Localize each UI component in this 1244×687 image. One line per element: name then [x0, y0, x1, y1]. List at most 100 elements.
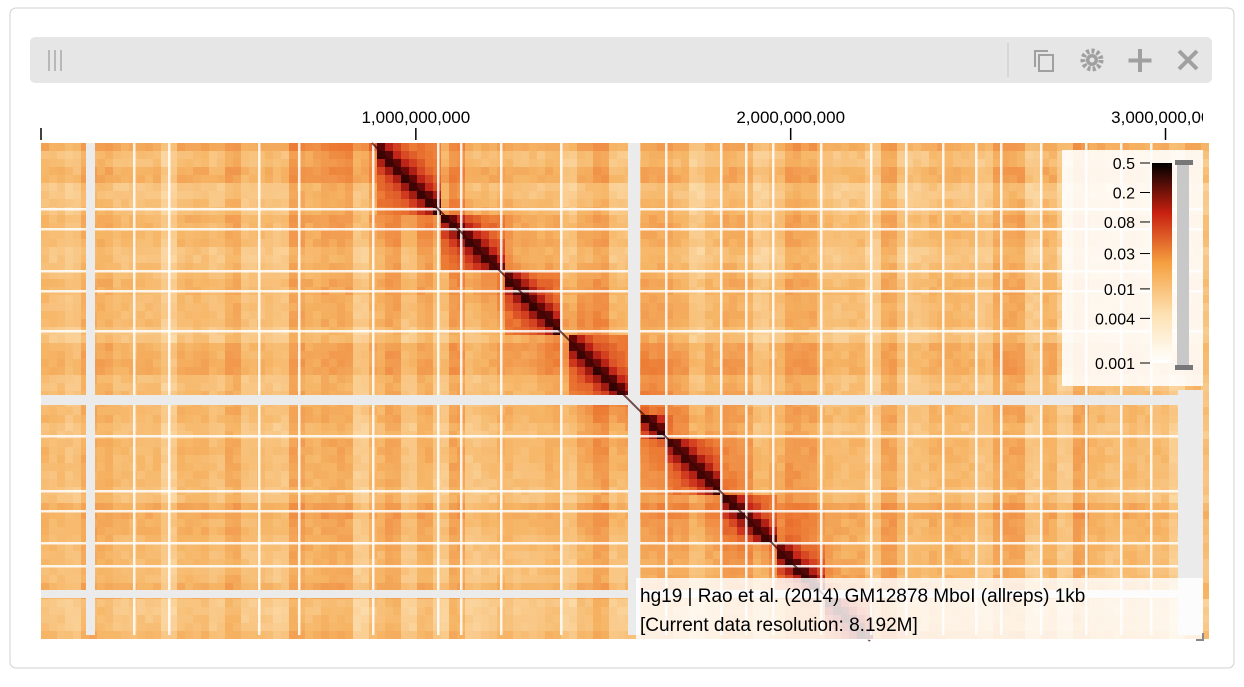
heat-cell	[609, 183, 617, 191]
heat-cell	[193, 551, 201, 559]
heat-cell	[401, 479, 409, 487]
heat-cell	[329, 151, 337, 159]
heat-cell	[601, 247, 609, 255]
heat-cell	[241, 255, 249, 263]
heat-cell	[529, 447, 537, 455]
heat-cell	[65, 439, 73, 447]
heat-cell	[329, 607, 337, 615]
heat-cell	[105, 143, 113, 151]
heat-cell	[345, 615, 353, 623]
heat-cell	[345, 247, 353, 255]
heat-cell	[649, 503, 657, 511]
heat-cell	[185, 535, 193, 543]
heat-cell	[193, 343, 201, 351]
heat-cell	[441, 519, 449, 527]
heat-cell	[233, 319, 241, 327]
heat-cell	[57, 615, 65, 623]
heat-cell	[401, 343, 409, 351]
heat-cell	[225, 407, 233, 415]
heat-cell	[345, 463, 353, 471]
heat-cell	[481, 343, 489, 351]
heat-cell	[57, 367, 65, 375]
heat-cell	[193, 463, 201, 471]
heat-cell	[49, 239, 57, 247]
heat-cell	[225, 263, 233, 271]
heat-cell	[593, 495, 601, 503]
heat-cell	[465, 503, 473, 511]
heat-cell	[681, 303, 689, 311]
heat-cell	[385, 343, 393, 351]
heat-cell	[609, 607, 617, 615]
heat-cell	[177, 159, 185, 167]
heat-cell	[441, 359, 449, 367]
heat-cell	[681, 143, 689, 151]
heat-cell	[193, 471, 201, 479]
heat-cell	[321, 335, 329, 343]
heat-cell	[289, 575, 297, 583]
heat-cell	[161, 199, 169, 207]
heat-cell	[657, 151, 665, 159]
heat-cell	[49, 527, 57, 535]
heat-cell	[569, 623, 577, 631]
heat-cell	[617, 255, 625, 263]
heat-cell	[601, 519, 609, 527]
heat-cell	[513, 495, 521, 503]
heat-cell	[609, 439, 617, 447]
heat-cell	[249, 383, 257, 391]
heat-cell	[609, 319, 617, 327]
heat-cell	[553, 191, 561, 199]
heat-cell	[385, 439, 393, 447]
heat-cell	[97, 423, 105, 431]
heat-cell	[337, 599, 345, 607]
heat-cell	[145, 183, 153, 191]
heat-cell	[489, 239, 497, 247]
heat-cell	[569, 607, 577, 615]
heat-cell	[353, 143, 361, 151]
heat-cell	[353, 423, 361, 431]
heat-cell	[265, 335, 273, 343]
heat-cell	[177, 599, 185, 607]
heat-cell	[313, 239, 321, 247]
heat-cell	[217, 407, 225, 415]
heat-cell	[41, 423, 49, 431]
heat-cell	[385, 527, 393, 535]
heat-cell	[177, 303, 185, 311]
heat-cell	[441, 247, 449, 255]
heat-cell	[193, 263, 201, 271]
heat-cell	[313, 471, 321, 479]
heat-cell	[617, 351, 625, 359]
heat-cell	[225, 175, 233, 183]
heat-cell	[577, 471, 585, 479]
heat-cell	[401, 527, 409, 535]
heat-cell	[617, 263, 625, 271]
heat-cell	[65, 407, 73, 415]
heat-cell	[409, 311, 417, 319]
heat-cell	[657, 567, 665, 575]
heat-cell	[57, 495, 65, 503]
heat-cell	[609, 407, 617, 415]
heat-cell	[473, 263, 481, 271]
heat-cell	[225, 583, 233, 591]
heat-cell	[537, 607, 545, 615]
heat-cell	[521, 263, 529, 271]
heat-cell	[185, 599, 193, 607]
heat-cell	[201, 215, 209, 223]
heat-cell	[641, 295, 649, 303]
heat-cell	[233, 143, 241, 151]
heat-cell	[193, 423, 201, 431]
heat-cell	[105, 215, 113, 223]
heat-cell	[185, 367, 193, 375]
heat-cell	[305, 503, 313, 511]
heat-cell	[385, 567, 393, 575]
heat-cell	[337, 631, 345, 639]
heat-cell	[481, 183, 489, 191]
heat-cell	[137, 151, 145, 159]
heat-cell	[537, 535, 545, 543]
heat-cell	[225, 471, 233, 479]
heat-cell	[481, 615, 489, 623]
heat-cell	[609, 167, 617, 175]
heat-cell	[521, 551, 529, 559]
heat-cell	[449, 263, 457, 271]
heat-cell	[193, 143, 201, 151]
heat-cell	[417, 159, 425, 167]
